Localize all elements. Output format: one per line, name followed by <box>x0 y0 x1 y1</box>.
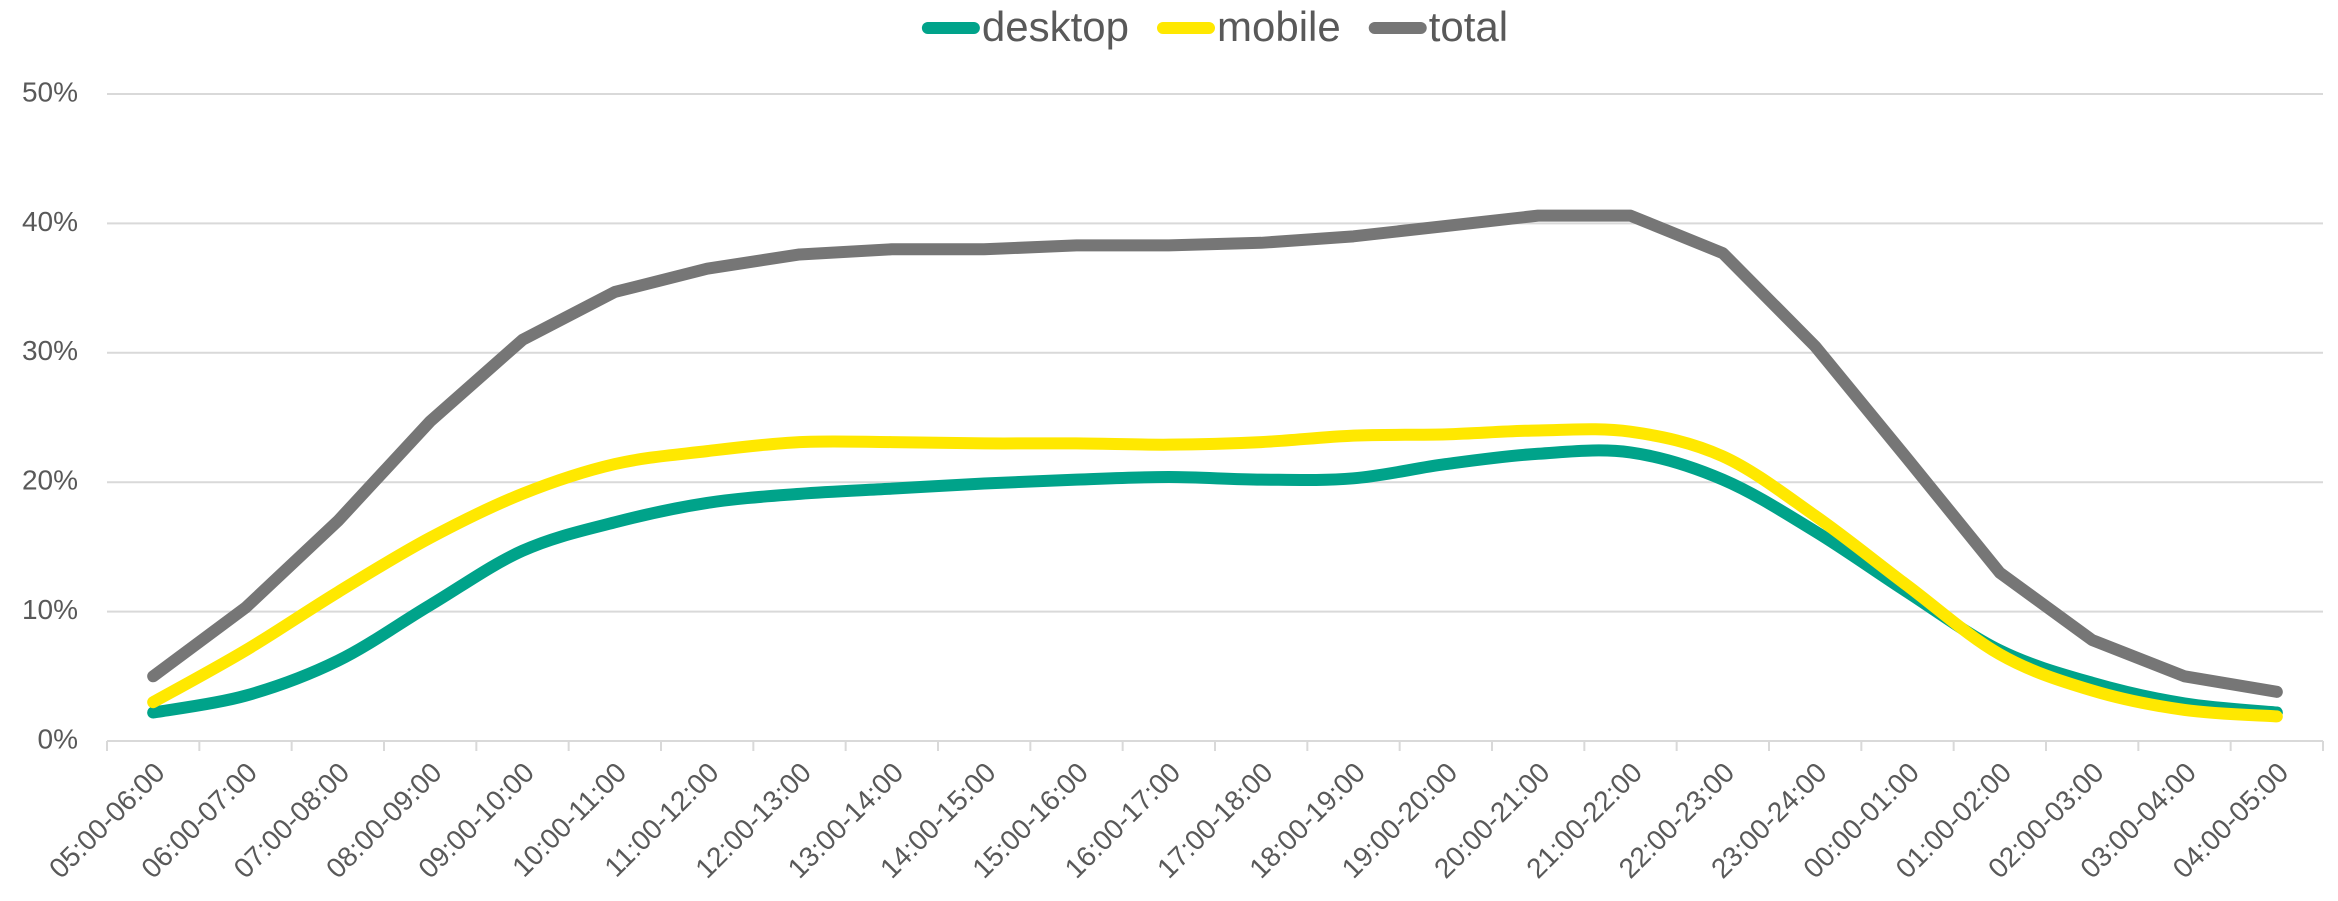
y-tick-label: 0% <box>38 723 78 754</box>
legend-label: desktop <box>982 3 1129 50</box>
series-line <box>147 423 2283 723</box>
y-tick-label: 20% <box>22 465 78 496</box>
legend: desktop mobile total <box>921 3 1508 50</box>
legend-label: total <box>1429 3 1508 50</box>
series-line <box>147 444 2283 719</box>
y-tick-label: 30% <box>22 335 78 366</box>
y-tick-label: 40% <box>22 206 78 237</box>
y-tick-label: 10% <box>22 594 78 625</box>
series-line <box>147 209 2283 698</box>
y-tick-label: 50% <box>22 76 78 107</box>
legend-label: mobile <box>1217 3 1341 50</box>
